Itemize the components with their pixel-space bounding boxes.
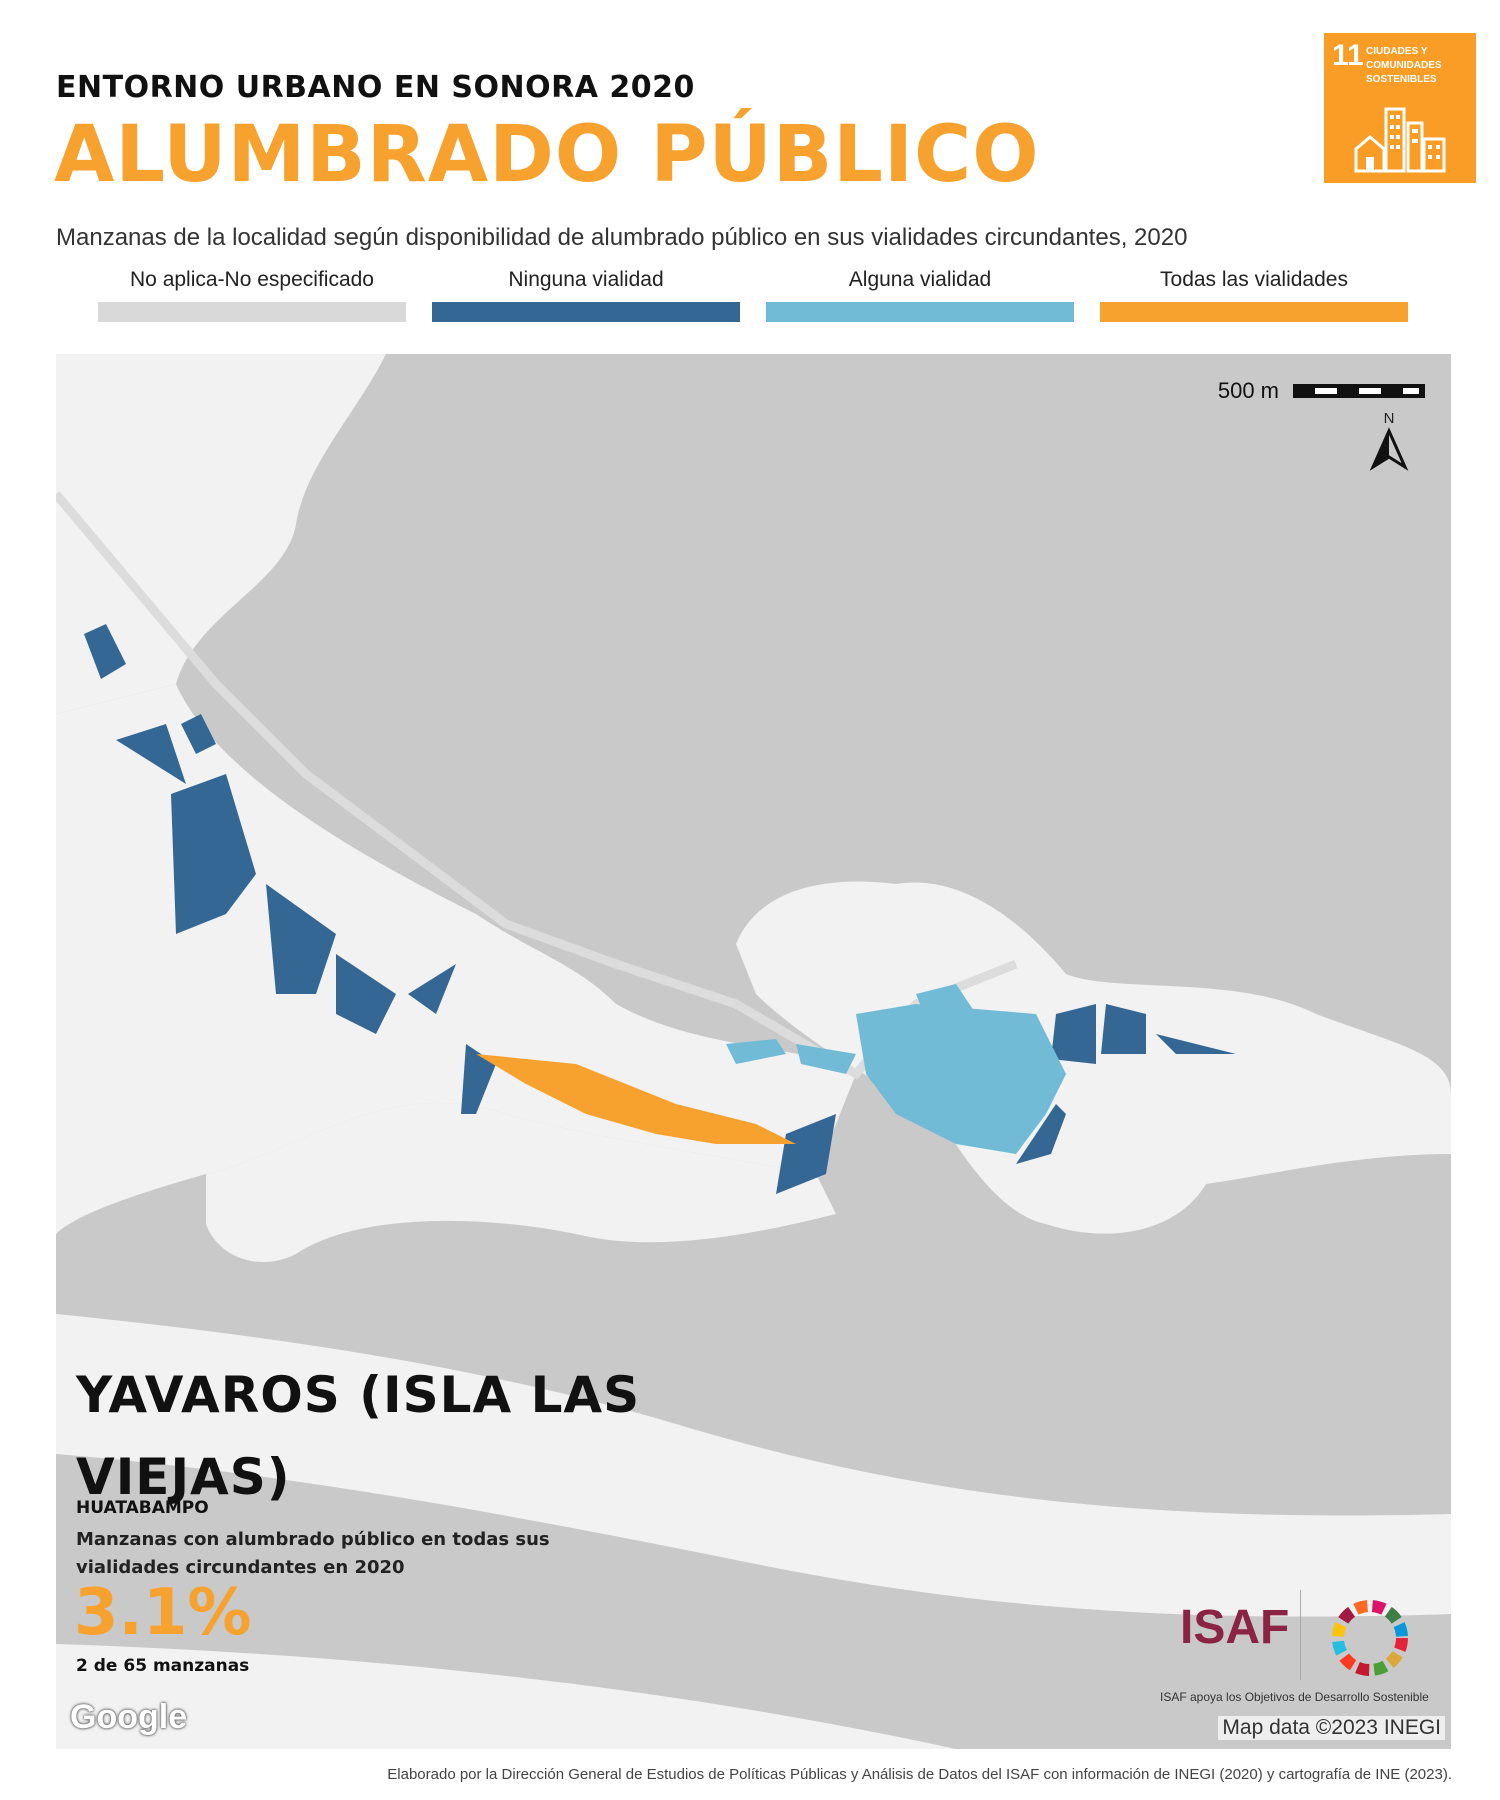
block-todas [476,1054,796,1144]
page-title: ALUMBRADO PÚBLICO [54,110,1040,200]
block-ninguna [336,954,396,1034]
block-alguna [916,984,976,1019]
legend-item-alguna: Alguna vialidad [766,268,1074,322]
north-label: N [1383,410,1395,427]
legend-item-no-aplica: No aplica-No especificado [98,268,406,322]
legend-swatch [432,302,740,322]
legend-swatch [1100,302,1408,322]
block-alguna [726,1039,786,1064]
map-subtitle: Manzanas de la localidad según disponibi… [56,224,1188,251]
legend-label: Alguna vialidad [848,268,992,291]
legend: No aplica-No especificado Ninguna vialid… [98,268,1408,328]
city-buildings-icon [1354,107,1446,173]
legend-item-todas: Todas las vialidades [1100,268,1408,322]
block-ninguna [266,884,336,994]
map-attribution: Map data ©2023 INEGI [1218,1716,1445,1740]
logos: ISAF ISAF apoya los Objetivos de Desarro… [1160,1590,1445,1710]
sdg-wheel-icon [1332,1600,1408,1676]
sdg-number: 11 [1332,39,1364,72]
legend-label: Todas las vialidades [1160,268,1348,291]
scale-bar-graphic [1293,384,1425,398]
indicator-value: 3.1% [74,1576,252,1650]
block-ninguna [776,1114,836,1194]
indicator-description: Manzanas con alumbrado público en todas … [76,1529,550,1578]
block-ninguna [1156,1034,1236,1054]
sdg-11-badge: 11 CIUDADES Y COMUNIDADES SOSTENIBLES [1324,33,1476,183]
google-logo: Google [70,1698,188,1736]
block-ninguna [408,964,456,1014]
footer-credits: Elaborado por la Dirección General de Es… [387,1766,1452,1783]
legend-item-ninguna: Ninguna vialidad [432,268,740,322]
indicator-count: 2 de 65 manzanas [76,1656,250,1676]
block-ninguna [1101,1004,1146,1054]
block-ninguna [181,714,216,754]
legend-label: No aplica-No especificado [130,268,374,291]
scale-label: 500 m [1217,378,1279,403]
block-ninguna [1051,1004,1096,1064]
divider [1300,1590,1301,1680]
block-ninguna [461,1044,496,1114]
legend-swatch [98,302,406,322]
block-alguna [856,1004,1066,1154]
logos-caption: ISAF apoya los Objetivos de Desarrollo S… [1160,1690,1429,1704]
municipality-name: HUATABAMPO [76,1498,209,1518]
block-ninguna [1016,1104,1066,1164]
block-ninguna [84,624,126,679]
north-arrow-icon: N [1367,410,1411,474]
block-ninguna [116,724,186,784]
block-ninguna [171,774,256,934]
locality-name: YAVAROS (ISLA LAS VIEJAS) [76,1366,641,1506]
basemap [56,354,1451,1749]
land-area [56,1314,1451,1617]
sdg-text: CIUDADES Y COMUNIDADES SOSTENIBLES [1366,46,1442,85]
map-panel[interactable]: 500 m N YAVAROS (ISLA LAS VIEJAS) HUATAB… [56,354,1451,1749]
legend-label: Ninguna vialidad [508,268,664,291]
isaf-logo: ISAF [1180,1601,1290,1654]
land-area [206,1102,836,1263]
land-area [56,1644,956,1749]
header-kicker: ENTORNO URBANO EN SONORA 2020 [56,70,695,105]
land-area [56,354,386,714]
block-alguna [796,1044,856,1074]
scale-bar: 500 m [1218,378,1425,404]
legend-swatch [766,302,1074,322]
